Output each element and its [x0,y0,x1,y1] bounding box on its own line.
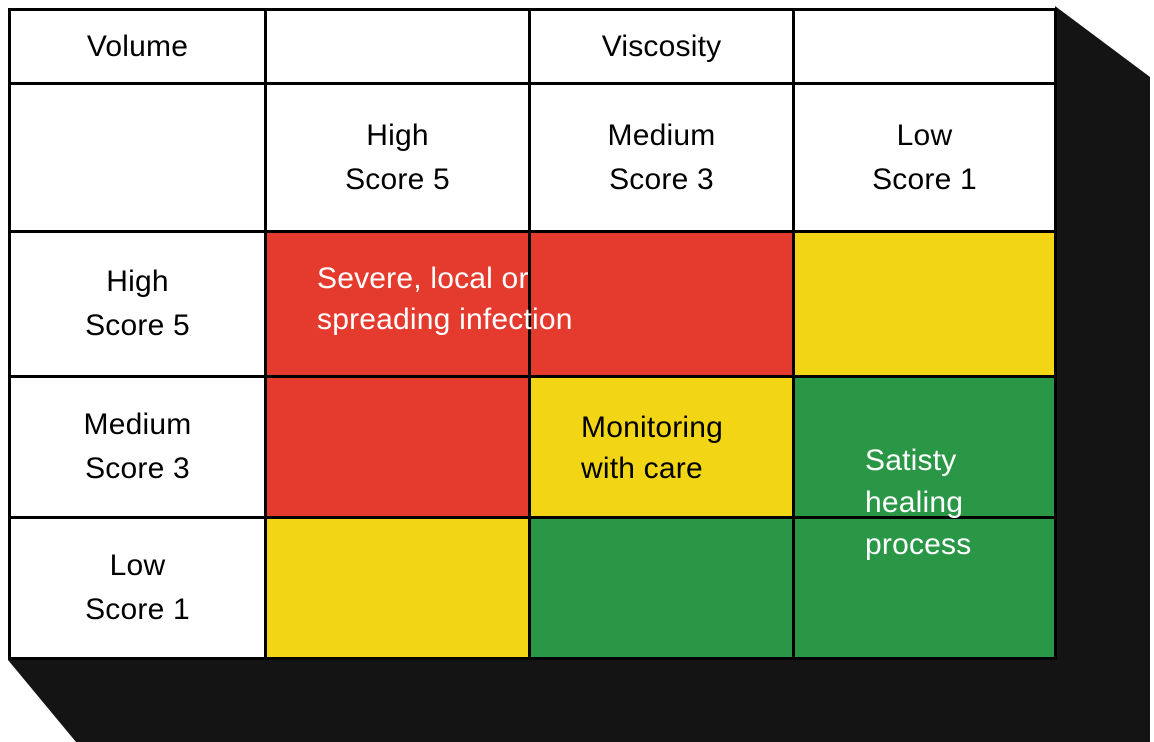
row-header-medium-volume: Medium Score 3 [11,378,264,516]
cell-medium-volume-high-viscosity [267,378,528,516]
cell-low-volume-medium-viscosity [531,519,792,657]
row-header-low-volume: Low Score 1 [11,519,264,657]
cell-medium-volume-low-viscosity: Satisty healing process [795,378,1054,561]
row-header-high-volume: High Score 5 [11,233,264,375]
cell-high-volume-medium-viscosity [531,233,792,375]
cell-low-volume-high-viscosity [267,519,528,657]
axis-title-viscosity: Viscosity [531,11,792,82]
risk-matrix-table: Volume Viscosity High Score 5 Medium Sco… [8,8,1057,660]
empty-header-cell [795,11,1054,82]
empty-header-cell [267,11,528,82]
shadow-polygon [8,6,1150,742]
col-header-medium-viscosity: Medium Score 3 [531,85,792,230]
cell-label-satisfy-healing: Satisty healing process [865,444,972,561]
cell-label-severe-infection: Severe, local or spreading infection [317,262,573,336]
axis-title-volume: Volume [11,11,264,82]
cell-label-monitoring: Monitoring with care [581,411,724,485]
col-header-low-viscosity: Low Score 1 [795,85,1054,230]
cell-high-volume-high-viscosity: Severe, local or spreading infection [267,233,573,375]
col-header-high-viscosity: High Score 5 [267,85,528,230]
cell-medium-volume-medium-viscosity: Monitoring with care [531,378,792,516]
empty-corner-cell [11,85,264,230]
cell-low-volume-low-viscosity [795,519,1054,657]
cell-high-volume-low-viscosity [795,233,1054,375]
